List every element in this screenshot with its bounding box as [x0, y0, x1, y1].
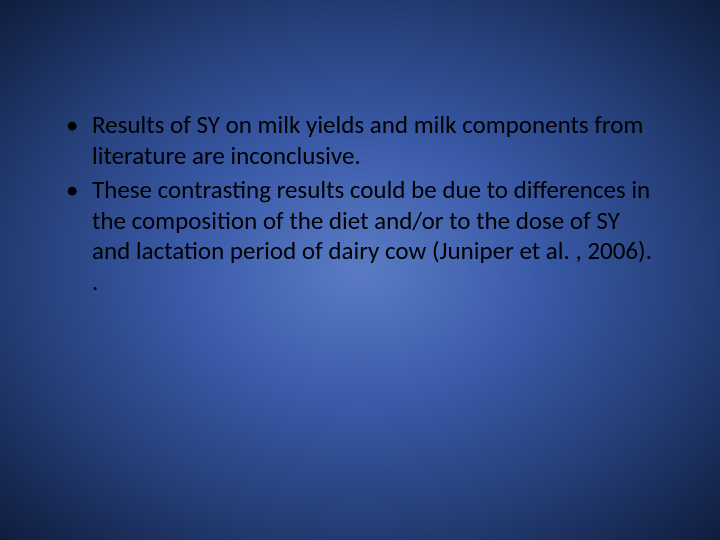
slide: Results of SY on milk yields and milk co… [0, 0, 720, 540]
bullet-item: Results of SY on milk yields and milk co… [60, 110, 660, 171]
bullet-list: Results of SY on milk yields and milk co… [60, 110, 660, 297]
bullet-item: These contrasting results could be due t… [60, 175, 660, 297]
